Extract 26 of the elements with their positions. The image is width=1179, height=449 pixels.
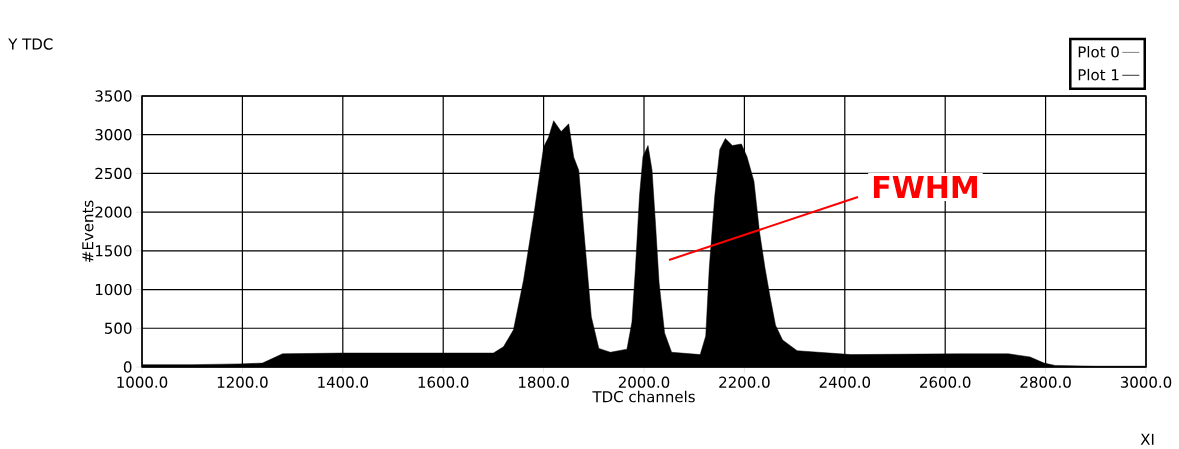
legend-label: Plot 1 — [1078, 68, 1119, 81]
y-tick-label: 3500 — [95, 90, 132, 102]
x-tick-label: 2200.0 — [719, 376, 770, 388]
x-axis-title: TDC channels — [592, 390, 695, 403]
x-tick-label: 3000.0 — [1120, 376, 1172, 388]
text: XI — [1140, 433, 1154, 445]
y-tick-label: 0 — [123, 361, 132, 373]
x-tick-label: 1200.0 — [217, 376, 268, 388]
x-tick-label: 2000.0 — [618, 376, 670, 388]
y-axis-title: #Events — [82, 200, 94, 263]
text: Y TDC — [8, 38, 53, 50]
x-tick-label: 2800.0 — [1020, 376, 1071, 388]
x-tick-label: 2400.0 — [819, 376, 871, 388]
y-tick-label: 1500 — [95, 245, 132, 257]
x-tick-label: 1000.0 — [117, 376, 168, 388]
y-tick-label: 2000 — [95, 206, 132, 218]
y-tick-label: 1000 — [95, 283, 132, 296]
x-tick-label: 1800.0 — [519, 376, 569, 388]
x-tick-label: 1600.0 — [418, 376, 469, 388]
y-tick-label: 2500 — [95, 167, 132, 180]
x-tick-label: 2600.0 — [920, 376, 971, 388]
y-tick-label: 3000 — [95, 129, 132, 141]
x-tick-label: 1400.0 — [318, 376, 369, 388]
y-tick-label: 500 — [105, 322, 132, 334]
annotation: FWHM — [873, 176, 977, 198]
legend-label: Plot 0 — [1078, 45, 1119, 58]
